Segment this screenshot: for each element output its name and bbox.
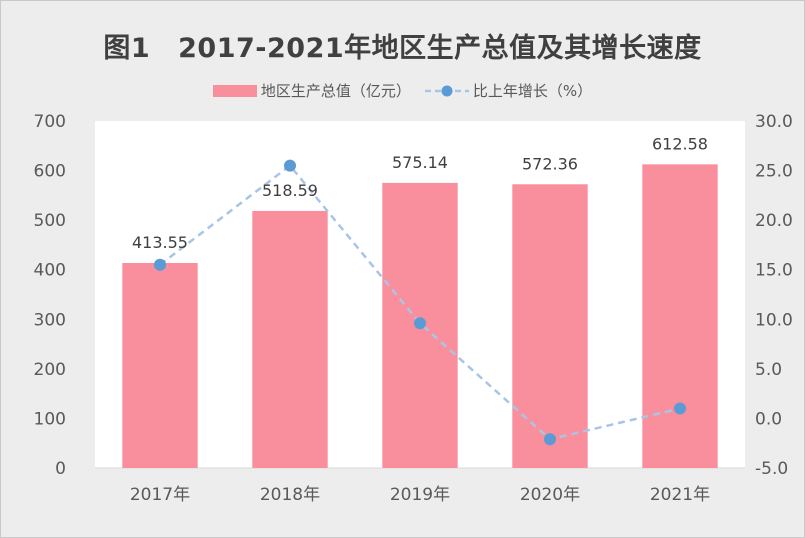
y-left-tick-label: 700 — [34, 112, 66, 132]
growth-marker — [154, 258, 166, 271]
y-right-tick-label: 0.0 — [755, 409, 782, 429]
growth-line — [159, 163, 681, 441]
y-right-tick-label: 15.0 — [755, 261, 793, 281]
x-tick-label: 2021年 — [650, 485, 710, 505]
y-left-tick-label: 100 — [34, 409, 66, 429]
growth-marker — [284, 159, 296, 172]
bar-data-label: 575.14 — [392, 153, 448, 172]
bar-data-label: 572.36 — [522, 154, 578, 173]
y-left-tick-label: 500 — [34, 211, 66, 231]
legend-item-bar: 地区生产总值（亿元） — [212, 80, 411, 101]
growth-marker — [674, 402, 686, 415]
x-tick-label: 2018年 — [260, 485, 320, 505]
figure-label: 图1 — [103, 33, 151, 64]
x-tick-label: 2020年 — [520, 485, 580, 505]
legend-item-line: 比上年增长（%） — [411, 80, 592, 101]
bar — [252, 210, 328, 468]
legend-bar-swatch — [212, 84, 257, 97]
bar-data-label: 413.55 — [132, 233, 188, 252]
y-right-tick-label: 10.0 — [755, 310, 793, 330]
growth-marker — [414, 317, 426, 330]
legend-bar-label: 地区生产总值（亿元） — [260, 82, 411, 100]
bar — [512, 184, 588, 469]
y-right-tick-label: 30.0 — [755, 112, 793, 132]
y-left-tick-label: 0 — [55, 459, 66, 479]
y-right-tick-label: 25.0 — [755, 162, 793, 182]
chart-title: 图1 2017-2021年地区生产总值及其增长速度 — [0, 26, 805, 65]
legend-line-swatch — [424, 85, 469, 96]
y-left-tick-label: 600 — [34, 162, 66, 182]
bar-data-label: 612.58 — [652, 134, 708, 153]
y-left-tick-label: 300 — [34, 310, 66, 330]
y-right-tick-label: 5.0 — [755, 360, 782, 380]
growth-marker — [544, 433, 556, 446]
legend-line-label: 比上年增长（%） — [472, 82, 593, 100]
bar — [122, 262, 198, 468]
x-tick-label: 2017年 — [130, 485, 190, 505]
y-right-tick-label: 20.0 — [755, 211, 793, 231]
y-left-tick-label: 400 — [34, 261, 66, 281]
title-text: 2017-2021年地区生产总值及其增长速度 — [178, 33, 702, 64]
legend: 地区生产总值（亿元） 比上年增长（%） — [0, 80, 805, 101]
bar-data-label: 518.59 — [262, 181, 318, 200]
y-left-tick-label: 200 — [34, 360, 66, 380]
y-right-tick-label: -5.0 — [755, 459, 788, 479]
bar — [642, 164, 718, 469]
x-tick-label: 2019年 — [390, 485, 450, 505]
